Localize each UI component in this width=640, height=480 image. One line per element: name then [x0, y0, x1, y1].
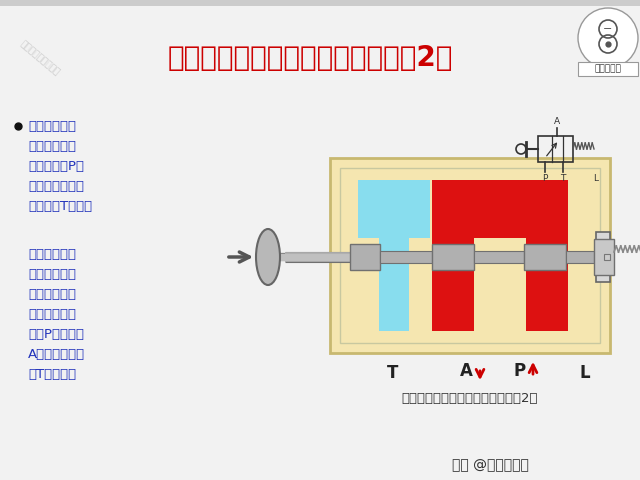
Text: 二位三通换向
阀也可以为常
开式，即在静
止位置时，进
油口P与工作口
A接通，而回油
口T则关闭。: 二位三通换向 阀也可以为常 开式，即在静 止位置时，进 油口P与工作口 A接通，…: [28, 248, 85, 381]
FancyBboxPatch shape: [578, 62, 638, 76]
Bar: [379, 238, 409, 331]
Bar: [596, 232, 610, 282]
Text: 一位工程师: 一位工程师: [595, 64, 621, 73]
Bar: [474, 251, 524, 263]
Bar: [604, 254, 610, 260]
Bar: [524, 244, 566, 270]
Bar: [0, 0, 640, 6]
Text: A: A: [460, 362, 473, 380]
Text: P: P: [542, 174, 548, 183]
Text: 头条 @一位工程师: 头条 @一位工程师: [452, 458, 529, 472]
Text: T: T: [387, 364, 399, 382]
Bar: [566, 251, 594, 263]
Text: L: L: [593, 174, 598, 183]
Bar: [594, 239, 614, 275]
Ellipse shape: [256, 229, 280, 285]
Bar: [538, 136, 573, 162]
Bar: [358, 180, 430, 238]
Text: P: P: [514, 362, 526, 380]
Bar: [350, 244, 380, 270]
Circle shape: [578, 8, 638, 68]
Text: L: L: [580, 364, 590, 382]
Text: 当驱动二位三
通换向阀动作
时，进油口P与
工作油口接通，
而回油口T关闭。: 当驱动二位三 通换向阀动作 时，进油口P与 工作油口接通， 而回油口T关闭。: [28, 120, 92, 213]
Bar: [432, 244, 474, 270]
Bar: [330, 158, 610, 353]
Text: T: T: [561, 174, 566, 183]
Bar: [432, 180, 568, 238]
Bar: [526, 238, 568, 331]
Text: 二位三通换向阀（开关阀原理）（2）: 二位三通换向阀（开关阀原理）（2）: [167, 44, 452, 72]
Bar: [340, 168, 600, 343]
Text: −: −: [604, 24, 612, 34]
Text: 头条号：一位工程师: 头条号：一位工程师: [18, 39, 61, 77]
Bar: [432, 238, 474, 331]
Text: A: A: [554, 117, 560, 126]
Text: 二位三通换向阀（开关阀原理）（2）: 二位三通换向阀（开关阀原理）（2）: [402, 392, 538, 405]
Bar: [380, 251, 432, 263]
